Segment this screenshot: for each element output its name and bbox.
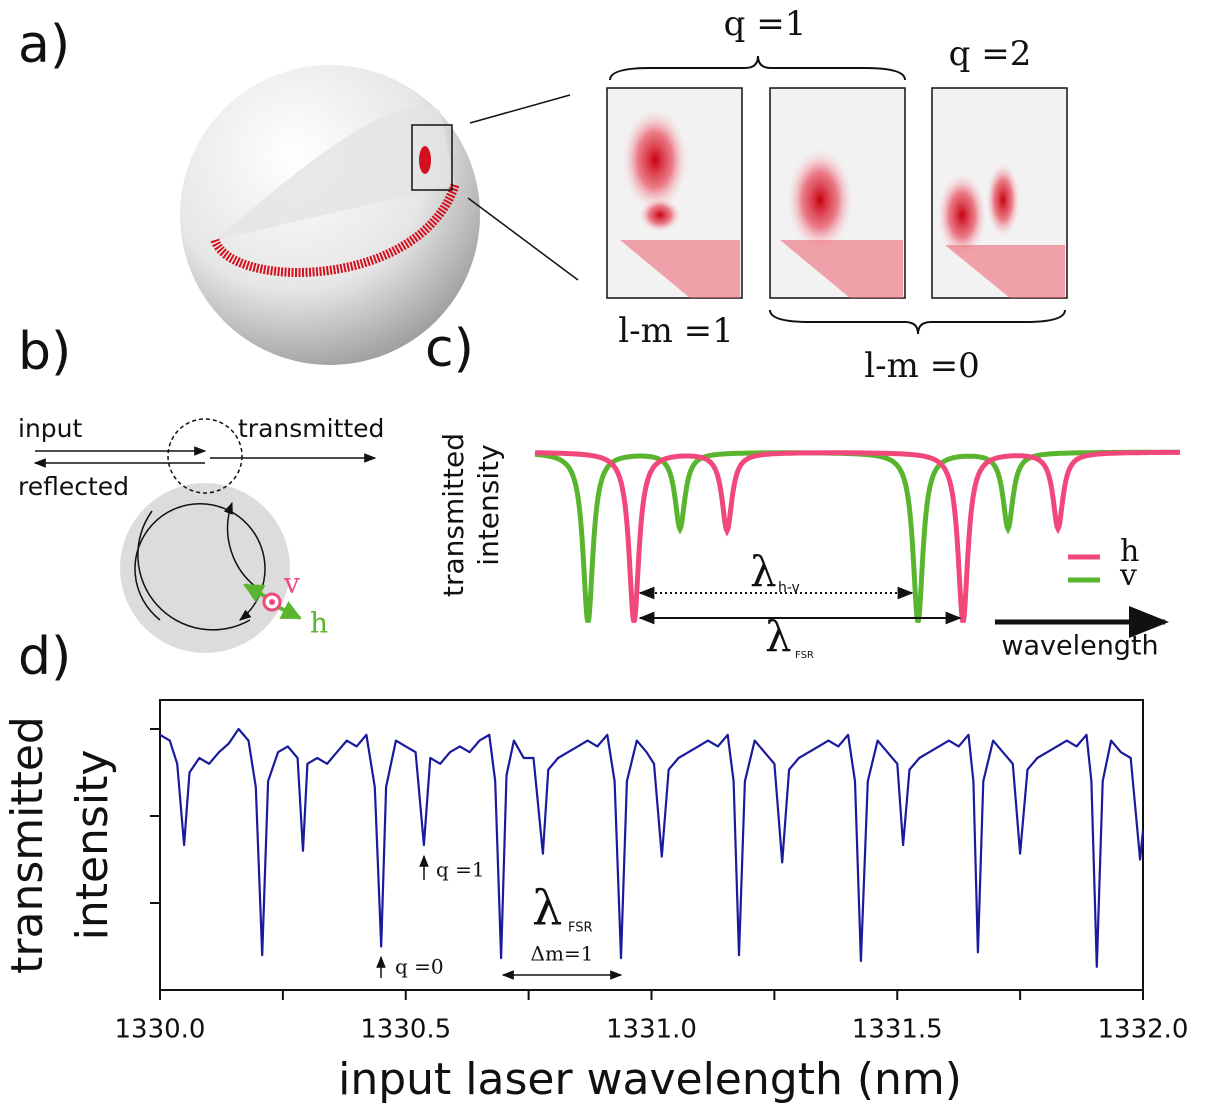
schematic-spectrum [534, 449, 1181, 623]
subscript: FSR [795, 650, 814, 661]
spectrum-line [159, 727, 1145, 968]
symbol: λ [750, 547, 777, 596]
y-axis-label: intensity [67, 750, 118, 941]
panel-label: d) [18, 627, 71, 687]
annotation: l-m =0 [864, 346, 980, 386]
x-axis-label: input laser wavelength (nm) [338, 1054, 962, 1105]
panel-label: c) [425, 319, 474, 379]
schematic-curve [534, 449, 1181, 623]
annotation: q =1 [724, 4, 807, 44]
y-axis-label: transmitted [2, 716, 53, 974]
label: reflected [18, 472, 129, 501]
axis-label: wavelength [1001, 631, 1158, 662]
x-tick-label: 1330.5 [360, 1015, 451, 1045]
x-tick-label: 1331.0 [606, 1015, 697, 1045]
label: h [310, 607, 328, 640]
resonator-diagram [33, 418, 377, 653]
subscript: FSR [568, 921, 593, 936]
panel-label: a) [18, 15, 70, 75]
legend-label: v [1119, 558, 1137, 593]
symbol: λ [532, 881, 562, 937]
brace [609, 55, 906, 81]
x-tick-label: 1332.0 [1098, 1015, 1189, 1045]
panel-label: b) [18, 322, 71, 382]
annotation: q =0 [395, 955, 444, 979]
legend-label: h [1120, 534, 1139, 569]
annotation: Δm=1 [531, 942, 594, 966]
brace [769, 309, 1066, 335]
axis-label: intensity [472, 444, 505, 565]
axis-label: transmitted [437, 433, 470, 597]
label: input [18, 414, 83, 443]
x-tick-label: 1331.5 [852, 1015, 943, 1045]
plot: 1330.0 1330.5 1331.0 1331.5 1332.0 [115, 699, 1189, 1045]
annotation: q =2 [949, 34, 1032, 74]
x-tick-label: 1330.0 [115, 1015, 206, 1045]
mode-insets [606, 87, 1068, 299]
annotation: l-m =1 [618, 311, 734, 351]
symbol: λ [765, 612, 792, 661]
label: v [283, 567, 300, 600]
sphere [180, 65, 579, 365]
annotation: q =1 [436, 858, 485, 882]
subscript: h-v [778, 580, 800, 596]
label: transmitted [238, 414, 384, 443]
